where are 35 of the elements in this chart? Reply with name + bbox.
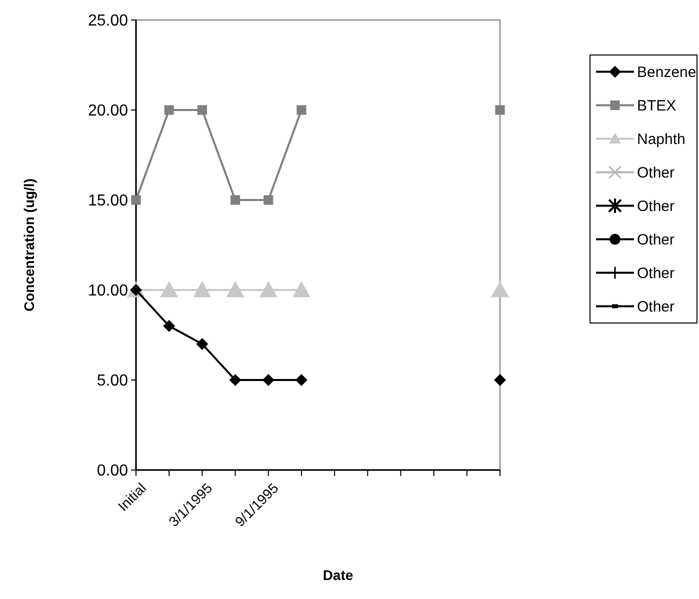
point bbox=[160, 281, 178, 298]
y-axis-title: Concentration (ug/l) bbox=[21, 178, 37, 312]
y-tick-label: 0.00 bbox=[96, 462, 128, 480]
point bbox=[226, 281, 244, 298]
y-tick-label: 10.00 bbox=[88, 282, 128, 300]
point bbox=[262, 374, 274, 386]
y-tick-label: 15.00 bbox=[88, 192, 128, 210]
point bbox=[197, 105, 207, 115]
legend-label: Other bbox=[637, 164, 675, 182]
x-axis-title: Date bbox=[322, 567, 354, 583]
point bbox=[491, 281, 509, 298]
legend-label: BTEX bbox=[637, 98, 676, 114]
point bbox=[163, 320, 176, 332]
point bbox=[495, 105, 505, 115]
legend-label: Other bbox=[637, 298, 675, 316]
point bbox=[295, 374, 308, 386]
point bbox=[131, 195, 141, 205]
point bbox=[164, 105, 174, 115]
point bbox=[230, 195, 240, 205]
legend-label: Other bbox=[637, 265, 675, 282]
point bbox=[296, 105, 306, 115]
y-tick-label: 25.00 bbox=[88, 12, 128, 30]
point bbox=[229, 374, 242, 386]
legend-label: Other bbox=[637, 232, 675, 248]
point bbox=[196, 338, 208, 350]
point bbox=[193, 281, 212, 298]
legend-label: Benzene bbox=[637, 64, 696, 81]
point bbox=[259, 281, 278, 298]
point bbox=[264, 195, 274, 205]
legend-label: Naphth bbox=[637, 131, 686, 148]
y-tick-label: 5.00 bbox=[96, 372, 128, 390]
y-tick-label: 20.00 bbox=[88, 102, 128, 120]
legend-label: Other bbox=[637, 198, 675, 215]
point bbox=[292, 281, 310, 298]
point bbox=[494, 374, 506, 386]
